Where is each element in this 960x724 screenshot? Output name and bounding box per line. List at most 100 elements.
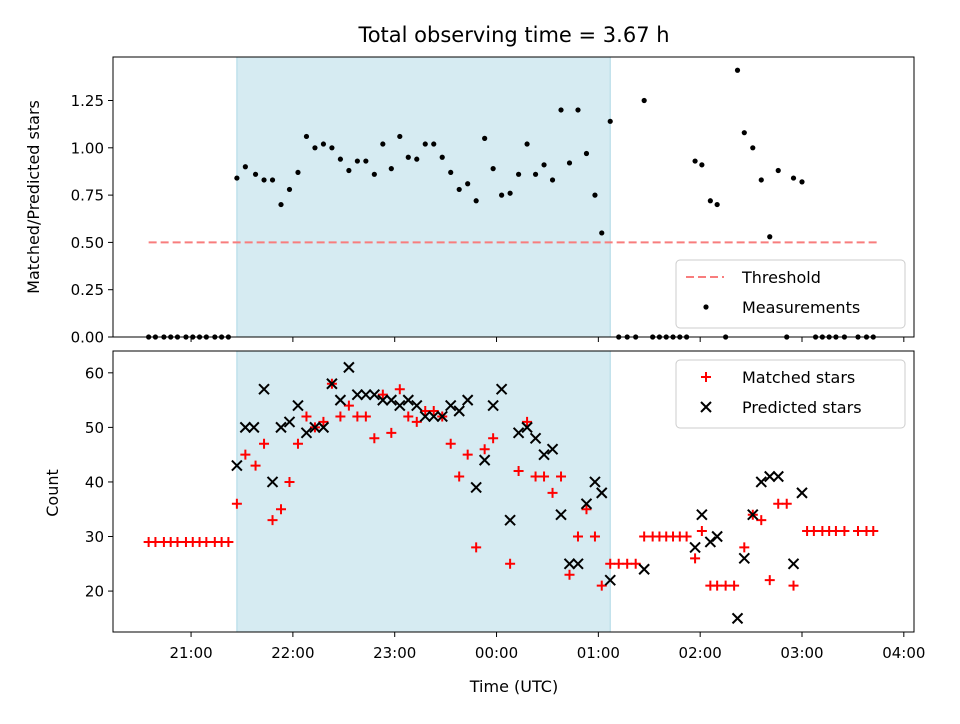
matched-star-point xyxy=(488,433,499,444)
y-tick-label-ratio: 0.75 xyxy=(71,187,104,205)
measurement-point xyxy=(320,141,327,147)
predicted-star-point xyxy=(239,421,252,434)
matched-star-point xyxy=(284,476,295,487)
predicted-star-point xyxy=(711,530,723,543)
measurement-point xyxy=(234,175,240,181)
measurement-point xyxy=(524,141,530,147)
measurement-point xyxy=(465,181,471,187)
measurement-point xyxy=(734,67,741,73)
matched-star-point xyxy=(630,558,641,569)
measurement-point xyxy=(371,171,377,177)
predicted-star-point xyxy=(377,394,389,406)
matched-star-point xyxy=(394,384,405,395)
predicted-star-point xyxy=(368,388,381,401)
measurement-point xyxy=(346,167,352,174)
matched-star-point xyxy=(479,444,490,455)
chart-title: Total observing time = 3.67 h xyxy=(357,23,669,47)
y-tick-label-ratio: 1.00 xyxy=(71,139,104,157)
measurement-point xyxy=(295,169,301,176)
matched-star-point xyxy=(505,558,516,569)
measurement-point xyxy=(641,97,647,104)
matched-star-point xyxy=(454,471,465,482)
measurement-point xyxy=(405,154,411,160)
measurement-point xyxy=(388,166,394,172)
measurement-point xyxy=(775,167,781,174)
plot-frame-count xyxy=(112,350,915,633)
predicted-star-point xyxy=(738,552,751,565)
matched-star-point xyxy=(301,411,312,422)
predicted-star-point xyxy=(266,476,279,488)
matched-star-point xyxy=(259,438,270,449)
measurement-point xyxy=(337,156,344,162)
predicted-star-point xyxy=(764,470,776,483)
predicted-star-point xyxy=(326,378,338,390)
predicted-star-point xyxy=(470,481,482,494)
measurement-point xyxy=(303,133,310,140)
matched-star-point xyxy=(605,558,616,569)
measurement-point xyxy=(286,186,293,193)
x-tick-label: 00:00 xyxy=(475,644,518,662)
predicted-star-point xyxy=(317,421,330,434)
x-tick-label: 23:00 xyxy=(373,644,416,662)
matched-star-point xyxy=(781,498,792,509)
measurement-point xyxy=(714,201,720,208)
highlight-span-count xyxy=(236,350,611,633)
measurement-point xyxy=(541,162,547,168)
matched-star-point xyxy=(386,427,397,438)
predicted-star-point xyxy=(436,410,448,423)
x-axis-label: Time (UTC) xyxy=(469,677,558,696)
predicted-star-point xyxy=(580,498,593,510)
matched-star-point xyxy=(556,471,567,482)
predicted-star-point xyxy=(596,487,608,499)
matched-star-point xyxy=(471,542,482,553)
matched-star-point xyxy=(696,526,707,537)
y-tick-label-count: 50 xyxy=(85,419,104,437)
y-tick-label-ratio: 0.25 xyxy=(71,281,104,299)
predicted-star-point xyxy=(747,508,759,521)
measurement-point xyxy=(414,156,420,162)
predicted-star-point xyxy=(563,558,576,570)
matched-star-point xyxy=(150,536,161,547)
matched-star-point xyxy=(360,411,371,422)
measurement-point xyxy=(422,141,428,147)
measurement-point xyxy=(252,171,259,177)
measurement-point xyxy=(699,162,705,168)
predicted-star-point xyxy=(453,405,465,417)
predicted-star-point xyxy=(428,410,440,423)
measurement-point xyxy=(312,145,318,151)
predicted-star-point xyxy=(787,558,800,570)
measurement-point xyxy=(707,198,713,204)
predicted-star-point xyxy=(504,514,516,526)
matched-star-point xyxy=(462,449,473,460)
measurement-point xyxy=(558,107,564,113)
matched-star-point xyxy=(292,438,303,449)
matched-star-point xyxy=(868,526,879,537)
matched-star-point xyxy=(639,531,650,542)
measurement-point xyxy=(799,179,805,185)
predicted-star-point xyxy=(283,416,296,428)
measurement-point xyxy=(767,234,773,240)
predicted-star-point xyxy=(343,361,355,374)
predicted-star-point xyxy=(334,394,347,406)
legend-label: Threshold xyxy=(741,268,821,287)
series-matched-stars xyxy=(143,378,879,591)
measurement-point xyxy=(575,107,581,113)
series-measurements xyxy=(146,67,876,340)
matched-star-point xyxy=(547,487,558,498)
predicted-star-point xyxy=(231,459,243,472)
y-tick-label-count: 30 xyxy=(85,528,104,546)
legend-swatch-matched xyxy=(701,372,711,382)
matched-star-point xyxy=(589,531,600,542)
matched-star-point xyxy=(403,411,414,422)
x-tick-label: 01:00 xyxy=(577,644,620,662)
plot-frame-ratio xyxy=(112,56,915,338)
measurement-point xyxy=(490,166,496,172)
measurement-point xyxy=(380,141,386,147)
matched-star-point xyxy=(773,498,784,509)
predicted-star-point xyxy=(589,476,601,488)
matched-star-point xyxy=(681,531,692,542)
matched-star-point xyxy=(428,406,439,417)
measurement-point xyxy=(363,158,369,164)
